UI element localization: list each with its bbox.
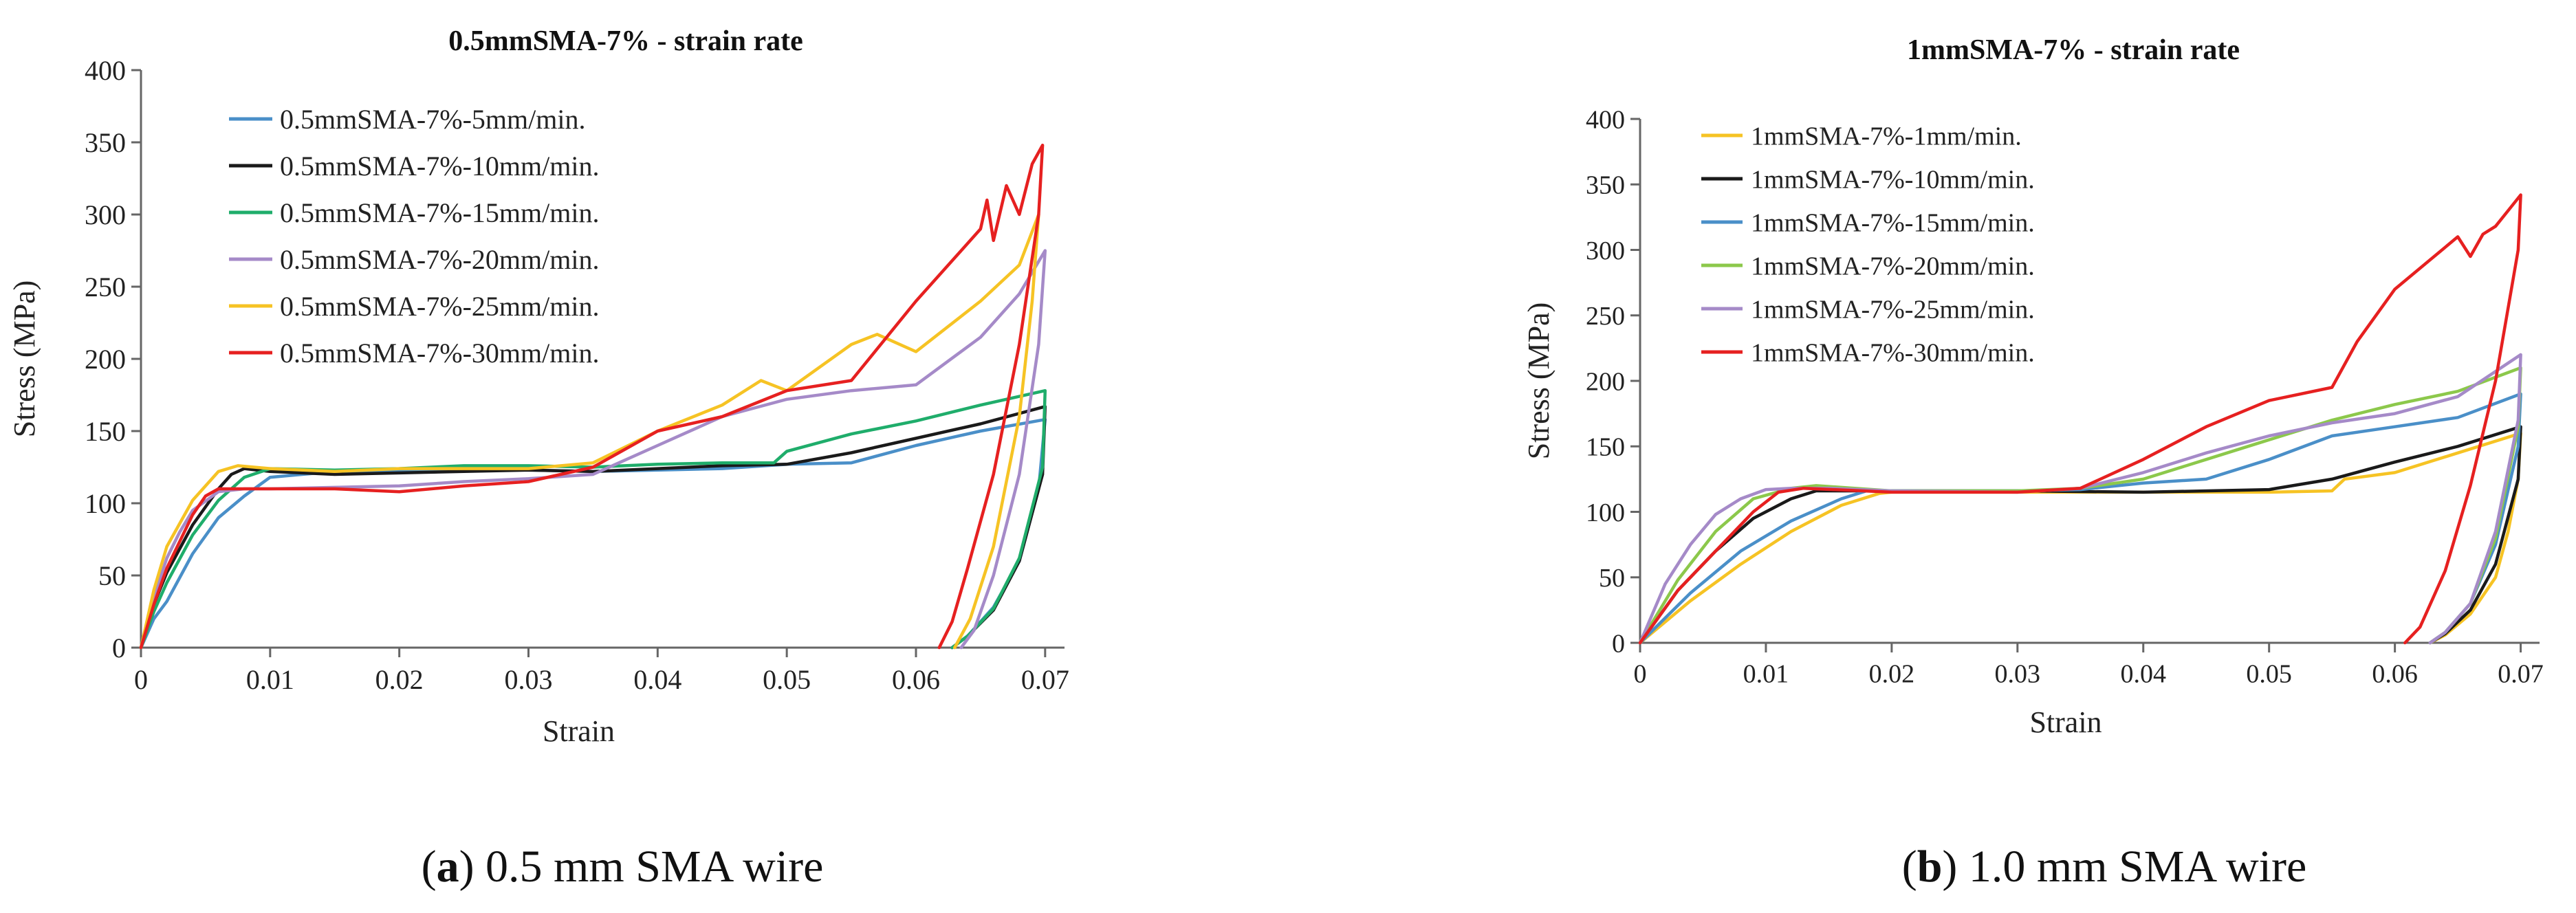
legend-entry: 1mmSMA-7%-30mm/min. [1751, 338, 2035, 367]
series-line [139, 143, 1045, 650]
chart-title: 0.5mmSMA-7% - strain rate [448, 25, 803, 57]
series-line [1638, 392, 2522, 645]
x-tick-label: 0 [134, 664, 148, 695]
series-line [1638, 366, 2522, 645]
x-tick-label: 0.02 [375, 664, 424, 695]
series-line [1638, 431, 2522, 645]
x-tick-label: 0.01 [246, 664, 294, 695]
series-line [1638, 353, 2522, 645]
x-tick-label: 0 [1634, 660, 1647, 689]
chart-panel-a: 0.5mmSMA-7% - strain rate 0 50 100 150 200 250… [8, 25, 1069, 892]
y-tick-label: 350 [1586, 171, 1625, 200]
y-tick-label: 200 [1586, 367, 1625, 396]
x-tick-label: 0.04 [633, 664, 681, 695]
x-tick-label: 0.06 [2372, 660, 2418, 689]
series-line [139, 388, 1047, 650]
legend-entry: 0.5mmSMA-7%-15mm/min. [280, 197, 599, 228]
y-tick-label: 250 [1586, 302, 1625, 331]
panel-caption: (a) 0.5 mm SMA wire [422, 842, 824, 892]
y-tick-label: 0 [112, 632, 126, 663]
x-tick-label: 0.01 [1743, 660, 1789, 689]
x-tick-label: 0.03 [1995, 660, 2041, 689]
x-tick-label: 0.06 [892, 664, 940, 695]
panel-caption: (b) 1.0 mm SMA wire [1902, 842, 2307, 892]
legend-entry: 0.5mmSMA-7%-10mm/min. [280, 151, 599, 182]
x-axis-label: Strain [2029, 705, 2102, 739]
legend-entry: 1mmSMA-7%-20mm/min. [1751, 252, 2035, 280]
legend-entry: 1mmSMA-7%-25mm/min. [1751, 295, 2035, 324]
x-tick-label: 0.03 [504, 664, 552, 695]
y-axis-label: Stress (MPa) [1522, 302, 1556, 460]
x-tick-label: 0.04 [2120, 660, 2166, 689]
chart-title: 1mmSMA-7% - strain rate [1907, 34, 2240, 66]
series-line [139, 212, 1040, 650]
legend-entry: 0.5mmSMA-7%-5mm/min. [280, 104, 585, 135]
y-tick-label: 0 [1612, 629, 1625, 658]
y-tick-label: 150 [85, 416, 126, 447]
y-tick-label: 300 [1586, 236, 1625, 265]
x-tick-label: 0.05 [763, 664, 811, 695]
x-axis-label: Strain [543, 714, 615, 748]
x-tick-label: 0.05 [2246, 660, 2292, 689]
y-tick-label: 50 [1599, 564, 1625, 593]
series-line [139, 405, 1047, 650]
y-tick-label: 150 [1586, 433, 1625, 462]
y-tick-label: 50 [98, 560, 126, 591]
series-line [1638, 193, 2522, 645]
y-tick-label: 200 [85, 344, 126, 375]
y-axis-label: Stress (MPa) [8, 280, 41, 438]
y-tick-label: 400 [85, 55, 126, 86]
y-tick-label: 400 [1586, 105, 1625, 134]
y-tick-label: 100 [1586, 498, 1625, 527]
series-line [139, 417, 1047, 650]
series-line [1638, 425, 2522, 645]
legend-entry: 0.5mmSMA-7%-25mm/min. [280, 291, 599, 322]
x-tick-label: 0.02 [1869, 660, 1915, 689]
legend-entry: 1mmSMA-7%-1mm/min. [1751, 122, 2022, 151]
y-tick-label: 250 [85, 272, 126, 302]
y-tick-label: 100 [85, 488, 126, 519]
legend-entry: 1mmSMA-7%-10mm/min. [1751, 165, 2035, 194]
legend-entry: 0.5mmSMA-7%-30mm/min. [280, 338, 599, 368]
chart-panel-b: 1mmSMA-7% - strain rate 0 50 100 150 200 250 30… [1522, 34, 2544, 892]
x-tick-label: 0.07 [1021, 664, 1069, 695]
legend-entry: 0.5mmSMA-7%-20mm/min. [280, 244, 599, 275]
x-tick-label: 0.07 [2498, 660, 2544, 689]
y-tick-label: 300 [85, 199, 126, 230]
legend-entry: 1mmSMA-7%-15mm/min. [1751, 208, 2035, 237]
y-tick-label: 350 [85, 127, 126, 158]
